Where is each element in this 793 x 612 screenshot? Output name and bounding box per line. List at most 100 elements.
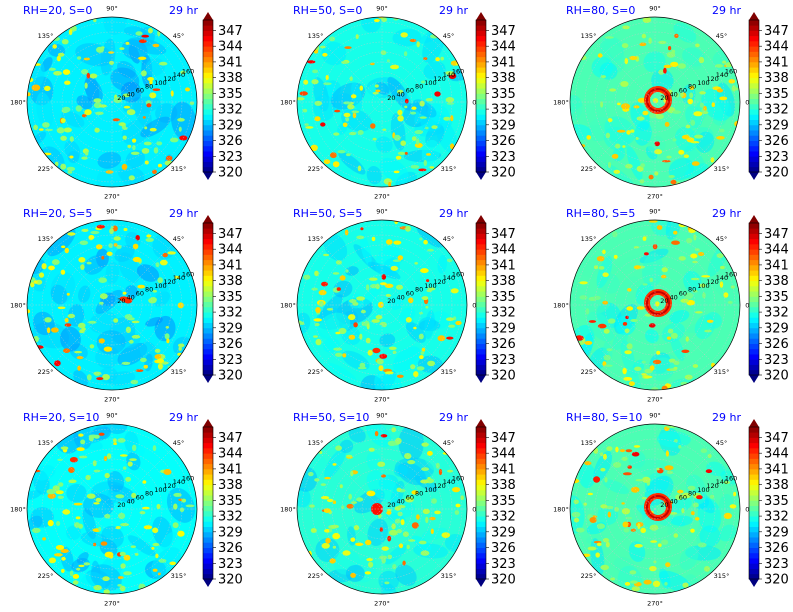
colorbar-segment	[476, 56, 486, 63]
colorbar-segment	[749, 161, 759, 168]
colorbar-tick-label: 320	[491, 573, 516, 588]
angle-tick-label: 270°	[374, 396, 390, 404]
colorbar-segment	[749, 20, 759, 26]
panel-7: 204060801001201401600°45°90°135°180°225°…	[10, 411, 243, 608]
radius-tick-label: 100	[697, 486, 709, 494]
colorbar-segment	[749, 573, 759, 580]
colorbar-tick-label: 347	[218, 24, 243, 39]
radius-tick-label: 20	[117, 501, 125, 509]
colorbar-segment	[203, 333, 213, 339]
angle-tick-label: 225°	[308, 368, 324, 376]
panel-3: 204060801001201401600°45°90°135°180°225°…	[553, 4, 789, 201]
panel-time-label: 29 hr	[439, 4, 468, 17]
radius-tick-label: 160	[182, 474, 194, 482]
colorbar-segment	[203, 291, 213, 297]
colorbar-segment	[476, 354, 486, 360]
colorbar-segment	[749, 291, 759, 297]
colorbar-segment	[203, 516, 213, 522]
colorbar-segment	[476, 442, 486, 449]
colorbar-segment	[476, 568, 486, 575]
colorbar-segment	[749, 359, 759, 365]
colorbar-segment	[203, 447, 213, 454]
colorbar-tick-label: 326	[218, 134, 243, 149]
radius-tick-label: 80	[415, 286, 423, 294]
colorbar-segment	[749, 259, 759, 266]
colorbar-extend-max	[203, 12, 213, 20]
convective-cells	[27, 220, 194, 387]
colorbar-segment	[476, 291, 486, 297]
colorbar-segment	[476, 270, 486, 276]
angle-tick-label: 270°	[374, 193, 390, 201]
colorbar-tick-label: 341	[491, 55, 516, 70]
radius-tick-label: 80	[145, 286, 153, 294]
colorbar-tick-label: 344	[491, 447, 516, 462]
radius-tick-label: 60	[136, 290, 144, 298]
colorbar-segment	[749, 228, 759, 234]
radius-tick-label: 40	[670, 293, 678, 301]
angle-tick-label: 45°	[173, 439, 185, 447]
colorbar-tick-label: 329	[764, 321, 789, 336]
colorbar-segment	[476, 140, 486, 147]
colorbar-segment	[476, 552, 486, 559]
colorbar-segment	[203, 77, 213, 84]
colorbar-extend-max	[203, 419, 213, 427]
radius-tick-label: 160	[182, 270, 194, 278]
convective-cells	[27, 424, 196, 594]
colorbar-segment	[749, 327, 759, 334]
colorbar-segment	[749, 333, 759, 339]
polar-grid	[297, 17, 467, 187]
colorbar-segment	[749, 468, 759, 475]
colorbar-segment	[476, 505, 486, 512]
angle-tick-label: 180°	[10, 302, 26, 310]
colorbar-segment	[476, 156, 486, 162]
colorbar-segment	[476, 296, 486, 303]
colorbar-segment	[203, 359, 213, 365]
colorbar-segment	[749, 558, 759, 564]
colorbar-segment	[203, 238, 213, 245]
colorbar-segment	[203, 474, 213, 480]
panel-title: RH=20, S=0	[23, 4, 92, 17]
colorbar-segment	[749, 458, 759, 465]
radius-tick-label: 120	[433, 482, 445, 490]
panel-title: RH=50, S=0	[293, 4, 362, 17]
colorbar-segment	[749, 312, 759, 318]
colorbar-segment	[749, 145, 759, 152]
radius-tick-label: 120	[163, 278, 175, 286]
colorbar-tick-label: 320	[491, 166, 516, 181]
panel-frame	[569, 423, 741, 595]
colorbar-extend-max	[476, 12, 486, 20]
convective-cells	[297, 220, 462, 390]
colorbar-segment	[476, 369, 486, 376]
colorbar-segment	[749, 364, 759, 371]
colorbar-tick-label: 335	[491, 87, 516, 102]
colorbar-segment	[203, 140, 213, 147]
angle-tick-label: 270°	[104, 600, 120, 608]
angle-tick-label: 315°	[171, 368, 187, 376]
colorbar-segment	[749, 474, 759, 480]
colorbar-segment	[749, 93, 759, 100]
colorbar-tick-label: 344	[218, 243, 243, 258]
colorbar-segment	[476, 432, 486, 438]
colorbar-segment	[476, 249, 486, 255]
radius-tick-label: 100	[154, 282, 166, 290]
angle-tick-label: 135°	[581, 439, 597, 447]
colorbar-tick-label: 323	[491, 353, 516, 368]
colorbar-segment	[476, 322, 486, 329]
colorbar-tick-label: 323	[491, 150, 516, 165]
polar-grid	[570, 424, 740, 594]
radius-tick-label: 20	[660, 94, 668, 102]
colorbar-segment	[203, 317, 213, 323]
colorbar-segment	[476, 151, 486, 157]
colorbar-tick-label: 338	[218, 478, 243, 493]
colorbar-segment	[203, 30, 213, 37]
colorbar-segment	[203, 301, 213, 308]
angle-tick-label: 225°	[308, 572, 324, 580]
angle-tick-label: 135°	[38, 32, 54, 40]
radius-tick-label: 20	[387, 297, 395, 305]
colorbar-segment	[476, 130, 486, 136]
colorbar-segment	[749, 285, 759, 292]
colorbar-segment	[749, 432, 759, 438]
angle-tick-label: 135°	[38, 439, 54, 447]
